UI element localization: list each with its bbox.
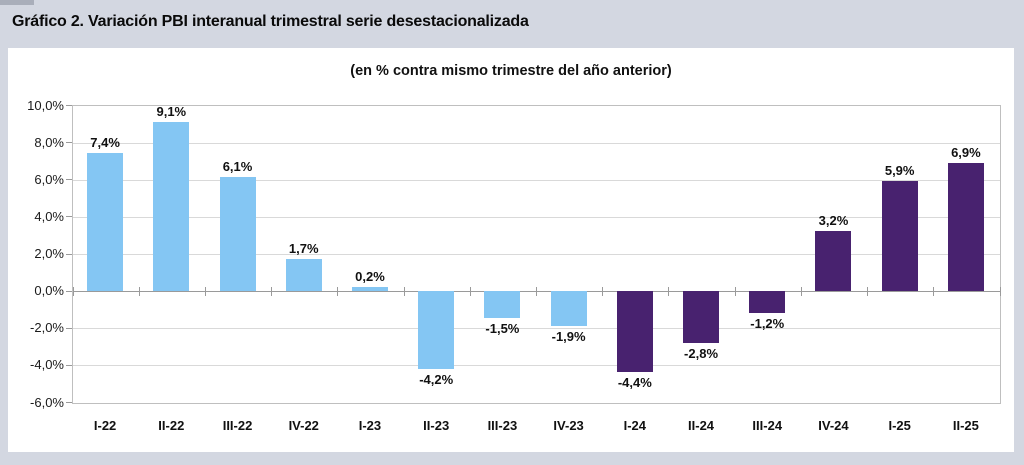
gridline <box>73 254 1000 255</box>
y-axis-tick <box>66 327 72 329</box>
category-axis-tick <box>469 287 471 297</box>
bar <box>683 290 720 343</box>
category-axis-tick <box>204 287 206 297</box>
y-axis-tick <box>66 105 72 106</box>
bar-value-label: 0,2% <box>355 268 385 284</box>
category-axis-tick <box>271 287 273 297</box>
chart-panel: (en % contra mismo trimestre del año ant… <box>8 48 1014 452</box>
category-axis-tick <box>536 287 537 297</box>
bar-value-label: 1,7% <box>288 241 319 257</box>
y-tick-label: 2,0% <box>34 246 64 261</box>
bar-value-label: -1,9% <box>551 328 586 344</box>
x-tick-label: I-23 <box>358 418 382 433</box>
x-tick-label: II-24 <box>688 418 715 433</box>
bar <box>153 121 190 291</box>
y-tick-label: 8,0% <box>34 134 64 150</box>
chart-subtitle: (en % contra mismo trimestre del año ant… <box>350 63 672 79</box>
x-tick-label: II-22 <box>158 418 185 433</box>
bar-value-label: 3,2% <box>818 213 849 229</box>
category-axis-tick <box>933 287 935 297</box>
bar-value-label: -1,2% <box>750 315 785 331</box>
x-tick-label: I-25 <box>888 418 911 433</box>
x-tick-label: IV-23 <box>553 418 584 433</box>
bar-value-label: 6,1% <box>222 159 253 175</box>
category-axis-tick <box>867 287 869 297</box>
gridline <box>73 179 1000 181</box>
category-axis-tick <box>734 287 736 297</box>
bar <box>351 286 388 291</box>
category-axis-tick <box>668 287 670 297</box>
bar <box>947 162 984 291</box>
y-tick-label: 10,0% <box>27 97 64 113</box>
category-axis-tick <box>999 287 1001 297</box>
y-axis-tick <box>66 253 72 255</box>
bar <box>219 177 256 291</box>
bar <box>616 290 653 373</box>
y-tick-label: -4,0% <box>30 357 64 373</box>
y-tick-label: 0,0% <box>34 283 64 299</box>
y-axis-tick <box>66 179 72 181</box>
bar <box>87 153 124 291</box>
y-tick-label: 6,0% <box>34 171 64 187</box>
bar-value-label: 5,9% <box>884 163 915 179</box>
window-edge-artifact <box>0 0 34 5</box>
bar <box>418 290 455 369</box>
gridline <box>73 328 1000 330</box>
x-tick-label: I-24 <box>623 418 646 433</box>
y-tick-label: 4,0% <box>34 208 64 224</box>
category-axis-tick <box>403 287 405 297</box>
x-tick-label: II-25 <box>952 418 979 433</box>
category-axis-tick <box>72 287 74 297</box>
y-axis-tick <box>66 364 72 366</box>
bar <box>484 290 521 319</box>
category-axis-tick <box>337 287 339 297</box>
page-title: Gráfico 2. Variación PBI interanual trim… <box>12 13 529 30</box>
x-tick-label: IV-24 <box>818 418 849 433</box>
y-axis-tick <box>66 216 72 218</box>
bar-value-label: 7,4% <box>90 135 120 151</box>
bar-value-label: -1,5% <box>485 321 520 337</box>
bar <box>815 231 852 291</box>
y-axis-tick <box>66 402 72 403</box>
y-axis-tick <box>66 290 72 292</box>
plot-area <box>72 105 1001 404</box>
x-tick-label: III-22 <box>222 418 253 433</box>
x-tick-label: II-23 <box>423 418 450 433</box>
bar <box>285 259 322 291</box>
x-tick-label: I-22 <box>93 418 117 433</box>
bar-value-label: -4,4% <box>617 375 652 391</box>
bar-value-label: 6,9% <box>951 144 981 160</box>
bar-value-label: 9,1% <box>156 103 187 119</box>
category-axis-tick <box>800 287 802 297</box>
bar-value-label: -4,2% <box>419 371 454 387</box>
x-tick-label: IV-22 <box>288 418 319 433</box>
gridline <box>73 142 1000 144</box>
gridline <box>73 216 1000 218</box>
y-tick-label: -2,0% <box>30 320 64 336</box>
category-axis-tick <box>602 287 604 297</box>
bar <box>881 181 918 291</box>
x-tick-label: III-23 <box>487 418 518 433</box>
y-axis-tick <box>66 142 72 144</box>
x-tick-label: III-24 <box>752 418 783 433</box>
y-tick-label: -6,0% <box>30 394 64 410</box>
bar <box>550 290 587 326</box>
gridline <box>73 365 1000 367</box>
bar-value-label: -2,8% <box>684 345 719 361</box>
bar <box>749 290 786 313</box>
category-axis-tick <box>138 287 140 297</box>
